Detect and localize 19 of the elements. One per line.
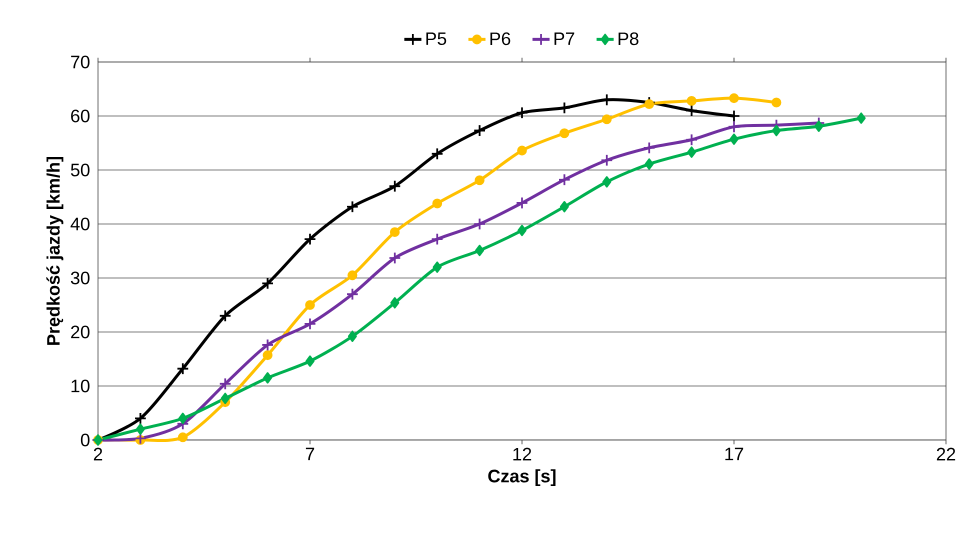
legend-label: P8 [618,32,638,46]
x-tick-label: 7 [306,448,314,460]
legend-label: P7 [554,32,574,45]
y-tick-label: 30 [70,272,90,284]
y-tick-label: 0 [80,434,90,446]
y-axis-title: Prędkość jazdy [km/h] [46,156,64,345]
x-tick-label: 17 [725,448,744,460]
x-tick-label: 2 [94,448,102,460]
y-tick-label: 60 [71,110,90,122]
legend-label: P5 [426,32,446,46]
y-tick-label: 10 [72,380,90,392]
x-tick-label: 22 [936,448,956,460]
x-axis-title: Czas [s] [488,469,556,486]
x-tick-label: 12 [513,448,532,460]
y-tick-label: 50 [70,164,90,176]
y-tick-label: 20 [71,326,90,338]
y-tick-label: 70 [71,56,90,68]
legend-label: P6 [490,32,510,46]
y-tick-label: 40 [70,218,90,230]
